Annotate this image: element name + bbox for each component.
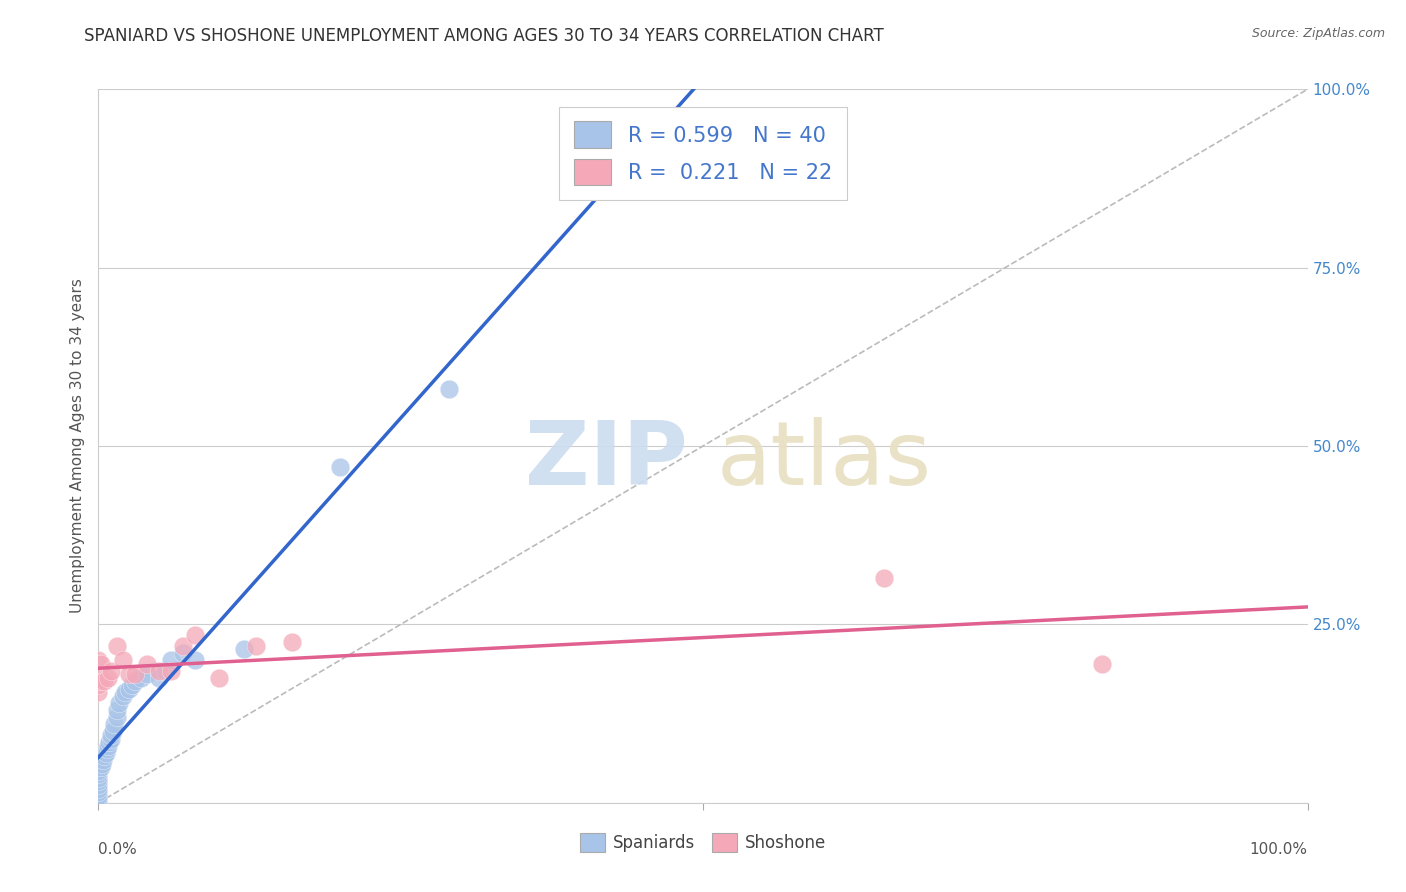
Text: Source: ZipAtlas.com: Source: ZipAtlas.com xyxy=(1251,27,1385,40)
Point xyxy=(94,746,117,760)
Point xyxy=(148,671,170,685)
Y-axis label: Unemployment Among Ages 30 to 34 years: Unemployment Among Ages 30 to 34 years xyxy=(69,278,84,614)
Legend: Spaniards, Shoshone: Spaniards, Shoshone xyxy=(572,827,834,859)
Point xyxy=(90,657,112,671)
Text: 100.0%: 100.0% xyxy=(1250,842,1308,857)
Point xyxy=(124,667,146,681)
Point xyxy=(135,657,157,671)
Text: SPANIARD VS SHOSHONE UNEMPLOYMENT AMONG AGES 30 TO 34 YEARS CORRELATION CHART: SPANIARD VS SHOSHONE UNEMPLOYMENT AMONG … xyxy=(84,27,884,45)
Text: atlas: atlas xyxy=(716,417,932,504)
Point xyxy=(87,774,110,789)
Point xyxy=(87,778,110,792)
Text: 0.0%: 0.0% xyxy=(98,842,138,857)
Point xyxy=(87,792,110,806)
Point xyxy=(105,703,128,717)
Point xyxy=(232,642,254,657)
Point xyxy=(87,678,110,692)
Point xyxy=(160,664,183,678)
Point xyxy=(87,653,110,667)
Point xyxy=(124,674,146,689)
Point xyxy=(87,781,110,796)
Point xyxy=(103,717,125,731)
Point xyxy=(87,685,110,699)
Point xyxy=(100,728,122,742)
Point xyxy=(87,785,110,799)
Point xyxy=(97,671,120,685)
Point xyxy=(111,653,134,667)
Point xyxy=(135,667,157,681)
Point xyxy=(101,724,124,739)
Point xyxy=(87,794,110,808)
Point xyxy=(118,681,141,696)
Point xyxy=(114,685,136,699)
Point xyxy=(87,789,110,803)
Point xyxy=(281,635,304,649)
Point xyxy=(118,667,141,681)
Point xyxy=(91,753,114,767)
Point xyxy=(105,639,128,653)
Point xyxy=(329,460,352,475)
Point xyxy=(1091,657,1114,671)
Point xyxy=(87,767,110,781)
Point xyxy=(184,628,207,642)
Point xyxy=(90,760,112,774)
Point xyxy=(245,639,267,653)
Point xyxy=(153,664,176,678)
Point xyxy=(108,696,131,710)
Point xyxy=(89,674,111,689)
Point xyxy=(100,664,122,678)
Point xyxy=(91,756,114,771)
Point xyxy=(93,749,115,764)
Point xyxy=(129,671,152,685)
Point xyxy=(111,689,134,703)
Point xyxy=(97,739,120,753)
Point xyxy=(873,571,896,585)
Point xyxy=(437,382,460,396)
Point xyxy=(184,653,207,667)
Point xyxy=(160,653,183,667)
Point xyxy=(93,674,115,689)
Point xyxy=(148,664,170,678)
Point xyxy=(96,742,118,756)
Point xyxy=(172,646,194,660)
Point xyxy=(100,731,122,746)
Point xyxy=(172,639,194,653)
Point xyxy=(98,735,121,749)
Point xyxy=(105,710,128,724)
Text: ZIP: ZIP xyxy=(524,417,688,504)
Point xyxy=(87,764,110,778)
Point xyxy=(121,678,143,692)
Point xyxy=(87,771,110,785)
Point xyxy=(208,671,231,685)
